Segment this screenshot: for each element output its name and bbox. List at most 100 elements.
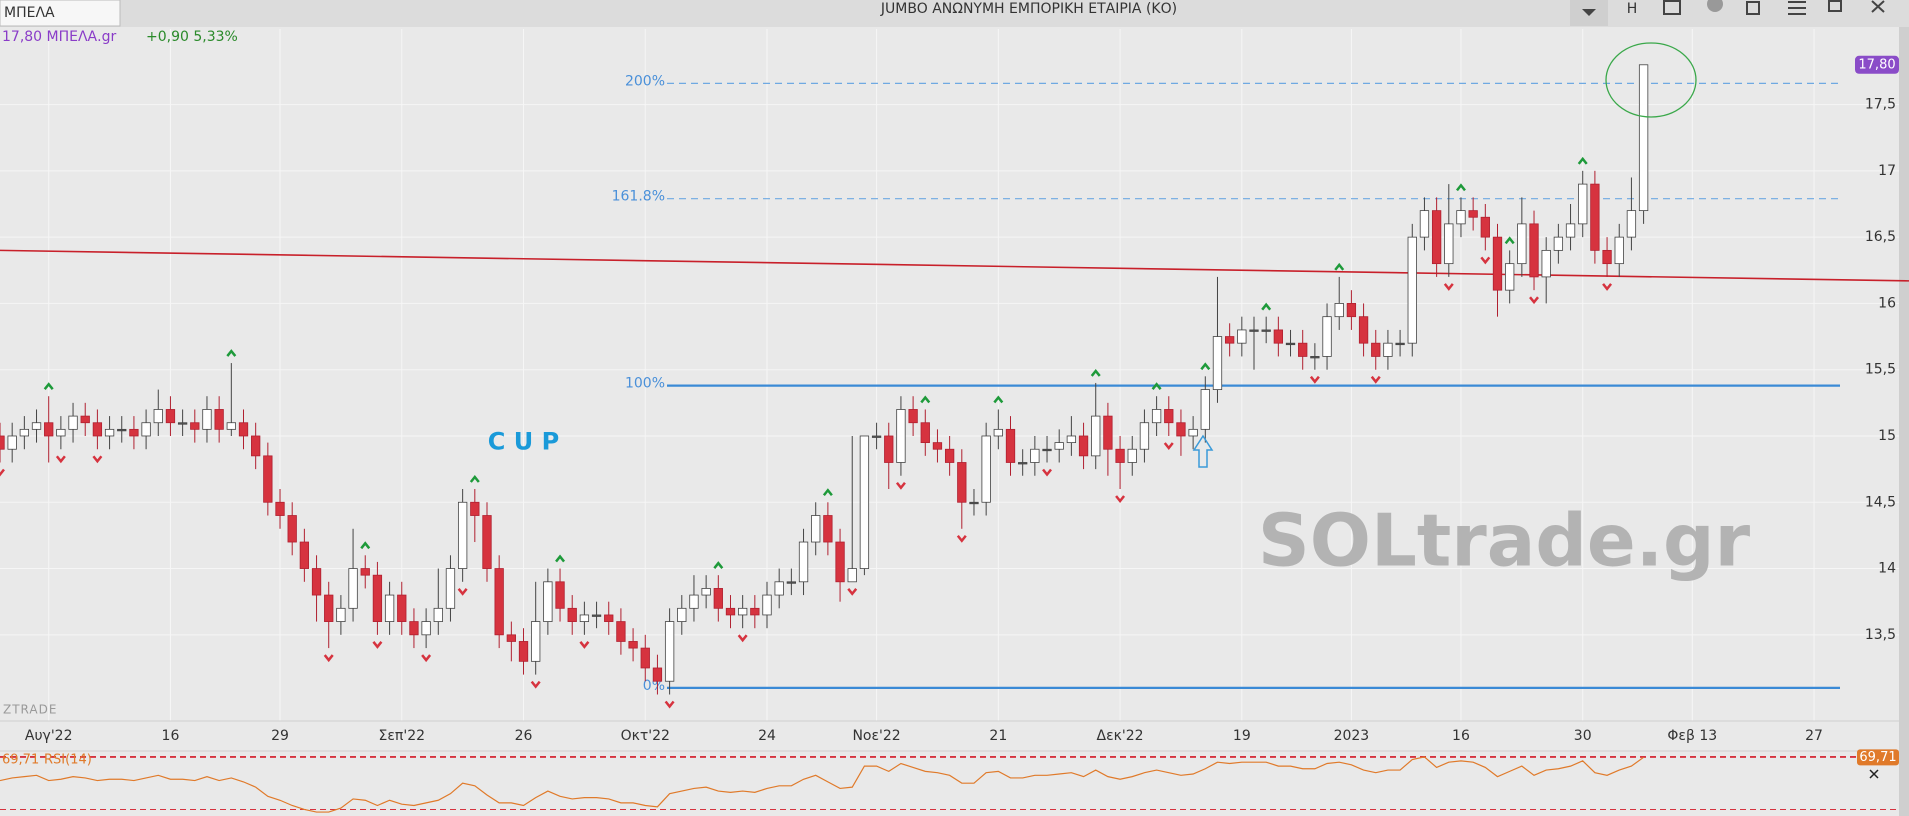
fractal-down bbox=[1042, 468, 1053, 477]
panel-close bbox=[1869, 769, 1879, 779]
candle-body bbox=[1261, 329, 1271, 332]
candle-body bbox=[1176, 422, 1186, 437]
candle-body bbox=[1346, 303, 1357, 318]
candle-body bbox=[506, 634, 516, 642]
globe-icon[interactable] bbox=[1707, 0, 1723, 12]
candle-body bbox=[92, 422, 103, 437]
fractal-down bbox=[1163, 442, 1174, 450]
candle-body bbox=[214, 409, 224, 430]
candle-body bbox=[1395, 342, 1405, 346]
candle-body bbox=[1322, 316, 1332, 357]
candle-body bbox=[981, 435, 991, 503]
fractal-down bbox=[323, 654, 334, 663]
candle-body bbox=[1517, 223, 1527, 265]
tab[interactable] bbox=[0, 0, 121, 27]
candle-body bbox=[1066, 435, 1077, 444]
menu-icon[interactable] bbox=[1788, 1, 1806, 15]
lock-icon[interactable] bbox=[1746, 1, 1760, 15]
x-tick-label: 26 bbox=[515, 728, 533, 744]
candle-body bbox=[1553, 236, 1564, 251]
candle-body bbox=[1638, 64, 1649, 212]
candle-body bbox=[1358, 316, 1369, 344]
candle-body bbox=[1334, 303, 1344, 318]
candle-body bbox=[1127, 448, 1137, 463]
candle-body bbox=[1310, 356, 1320, 359]
candle-body bbox=[117, 428, 127, 432]
candle-body bbox=[1505, 263, 1515, 291]
candle-body bbox=[738, 607, 748, 616]
candle-body bbox=[774, 581, 784, 596]
fractal-up bbox=[1504, 236, 1515, 245]
candle-body bbox=[457, 501, 468, 569]
candle-body bbox=[531, 621, 541, 662]
candle-body bbox=[433, 607, 443, 622]
candle-body bbox=[835, 541, 845, 583]
watermark: SOLtrade.gr bbox=[1258, 499, 1751, 583]
rsi-badge bbox=[1857, 749, 1899, 766]
candle-body bbox=[1078, 435, 1089, 457]
tab-label[interactable]: ΜΠΕΛΑ bbox=[4, 5, 55, 21]
last-price-badge bbox=[1855, 55, 1899, 74]
candle-body bbox=[1371, 342, 1381, 357]
y-tick-label: 17,5 bbox=[1865, 97, 1896, 113]
brand: ZTRADE bbox=[3, 703, 57, 717]
candle-body bbox=[1091, 415, 1101, 457]
candle-body bbox=[1103, 415, 1113, 450]
y-tick-label: 16,5 bbox=[1865, 229, 1896, 245]
candle-body bbox=[19, 428, 29, 437]
candle-body bbox=[421, 621, 431, 636]
annotation: C U P bbox=[488, 428, 559, 456]
fractal-down bbox=[895, 481, 906, 490]
candle-body bbox=[567, 607, 577, 622]
candle-body bbox=[762, 594, 772, 616]
h-button[interactable]: H bbox=[1627, 1, 1638, 17]
y-tick-label: 14 bbox=[1878, 561, 1896, 577]
candle-body bbox=[798, 541, 809, 583]
candle-body bbox=[372, 574, 383, 622]
fractal-up bbox=[1455, 183, 1466, 192]
candle-body bbox=[336, 607, 346, 622]
candle-body bbox=[238, 422, 249, 437]
fractal-up bbox=[1200, 362, 1211, 371]
candle-body bbox=[1188, 428, 1198, 437]
candle-body bbox=[1419, 210, 1430, 238]
candle-body bbox=[129, 428, 139, 437]
candle-body bbox=[56, 428, 66, 437]
candle-body bbox=[1200, 389, 1210, 430]
candle-body bbox=[324, 594, 334, 622]
candle-body bbox=[0, 435, 5, 450]
fractal-down bbox=[421, 654, 432, 663]
candle-body bbox=[1602, 249, 1612, 265]
candle-body bbox=[287, 515, 297, 543]
candle-body bbox=[494, 568, 504, 636]
y-tick-label: 15,5 bbox=[1865, 362, 1896, 378]
candle-body bbox=[896, 409, 906, 463]
fractal-up bbox=[993, 395, 1004, 404]
fractal-up bbox=[226, 349, 237, 357]
x-tick-label: Σεπ'22 bbox=[379, 728, 426, 744]
candle-body bbox=[409, 621, 419, 636]
x-tick-label: 16 bbox=[1452, 728, 1470, 744]
candle-body bbox=[920, 422, 930, 444]
dropdown-icon[interactable] bbox=[1582, 9, 1596, 16]
window-title: JUMBO ΑΝΩΝΥΜΗ ΕΜΠΟΡΙΚΗ ΕΤΑΙΡΙΑ (ΚΟ) bbox=[880, 1, 1177, 17]
fractal-down bbox=[956, 534, 967, 543]
x-tick-label: 24 bbox=[758, 728, 776, 744]
candle-body bbox=[202, 409, 212, 430]
candle-body bbox=[1285, 342, 1296, 346]
fractal-up bbox=[1261, 302, 1272, 311]
candle-body bbox=[1030, 448, 1040, 463]
scrollbar[interactable] bbox=[1899, 27, 1909, 816]
restore-icon[interactable] bbox=[1828, 0, 1842, 12]
save-icon[interactable] bbox=[1663, 0, 1681, 15]
candle-body bbox=[1468, 210, 1478, 218]
candle-body bbox=[1115, 448, 1125, 463]
fractal-down bbox=[372, 641, 383, 649]
change-info: +0,90 5,33% bbox=[146, 29, 238, 45]
candle-body bbox=[1164, 409, 1174, 424]
candle-body bbox=[932, 442, 943, 450]
close-icon[interactable] bbox=[1871, 0, 1885, 13]
candle-body bbox=[1565, 223, 1576, 238]
candle-body bbox=[713, 588, 723, 609]
candle-body bbox=[1224, 336, 1235, 344]
